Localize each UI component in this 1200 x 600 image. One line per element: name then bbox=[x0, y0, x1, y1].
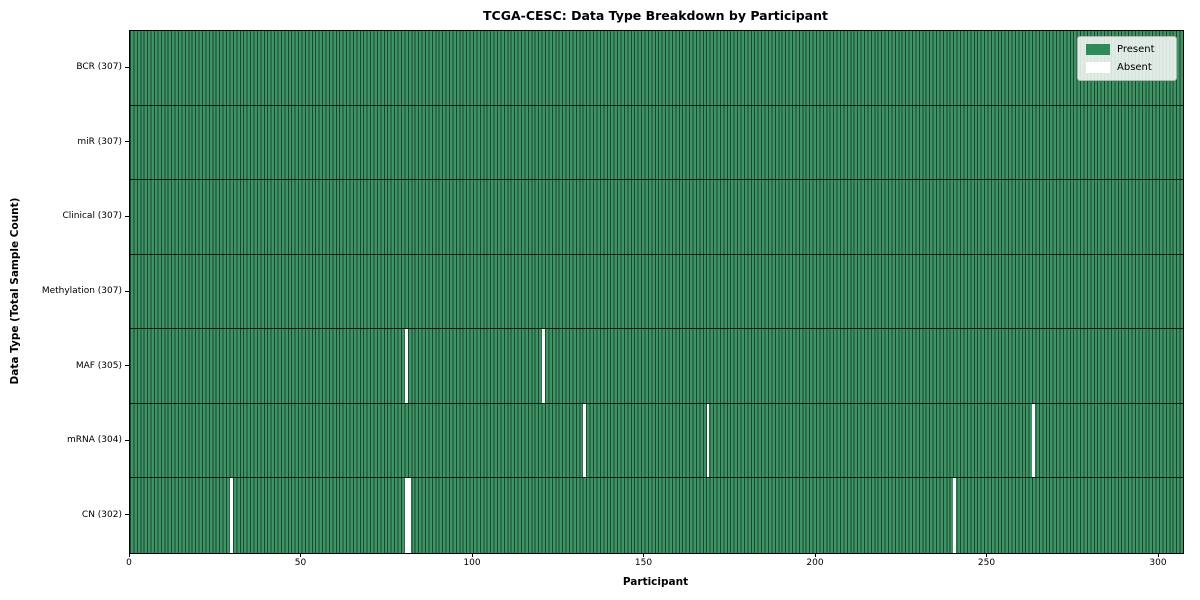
x-tick-mark bbox=[986, 553, 988, 557]
y-tick-mark bbox=[125, 290, 129, 292]
legend-absent-swatch bbox=[1086, 62, 1110, 73]
absent-cell bbox=[953, 478, 957, 553]
y-tick-label: Clinical (307) bbox=[62, 211, 122, 222]
y-tick-label: MAF (305) bbox=[75, 360, 122, 371]
legend-absent-label: Absent bbox=[1117, 62, 1152, 73]
heatmap-row-bcr bbox=[130, 31, 1183, 106]
x-tick-label: 200 bbox=[806, 558, 824, 568]
y-tick-label: Methylation (307) bbox=[41, 286, 122, 296]
x-tick-label: 50 bbox=[294, 558, 307, 568]
y-tick-label: mRNA (304) bbox=[67, 435, 122, 446]
x-tick-mark bbox=[643, 553, 645, 557]
absent-cell bbox=[229, 478, 233, 553]
y-tick-label: BCR (307) bbox=[76, 62, 122, 73]
heatmap-row-cn bbox=[130, 478, 1183, 553]
legend: Present Absent bbox=[1077, 36, 1177, 81]
absent-cell bbox=[404, 478, 408, 553]
absent-cell bbox=[706, 403, 710, 478]
absent-cell bbox=[404, 329, 408, 403]
y-tick-mark bbox=[125, 141, 129, 143]
y-tick-mark bbox=[125, 514, 129, 516]
x-tick-label: 250 bbox=[977, 558, 996, 568]
x-tick-mark bbox=[300, 553, 302, 557]
x-axis-title: Participant bbox=[622, 576, 689, 588]
x-tick-label: 0 bbox=[126, 558, 132, 568]
y-tick-label: miR (307) bbox=[77, 136, 122, 147]
absent-cell bbox=[408, 478, 411, 553]
heatmap-row-clinical bbox=[130, 180, 1183, 255]
absent-cell bbox=[1032, 403, 1036, 478]
heatmap-row-mrna bbox=[130, 403, 1183, 479]
y-tick-mark bbox=[125, 365, 129, 367]
x-tick-mark bbox=[1157, 553, 1159, 557]
legend-present-label: Present bbox=[1117, 44, 1155, 55]
y-tick-mark bbox=[125, 439, 129, 441]
x-tick-mark bbox=[814, 553, 816, 557]
chart-title: TCGA-CESC: Data Type Breakdown by Partic… bbox=[483, 8, 828, 23]
plot-area: Present Absent bbox=[129, 30, 1184, 554]
y-tick-mark bbox=[125, 215, 129, 217]
x-tick-label: 150 bbox=[634, 558, 653, 568]
legend-entry-absent: Absent bbox=[1086, 62, 1168, 73]
heatmap-row-maf bbox=[130, 329, 1183, 404]
legend-present-swatch bbox=[1086, 44, 1110, 55]
x-tick-mark bbox=[471, 553, 473, 557]
x-tick-label: 300 bbox=[1149, 558, 1167, 568]
y-tick-label: CN (302) bbox=[81, 509, 122, 520]
y-tick-mark bbox=[125, 66, 129, 68]
heatmap-row-methylation bbox=[130, 255, 1183, 330]
x-tick-label: 100 bbox=[463, 558, 481, 568]
legend-entry-present: Present bbox=[1086, 44, 1168, 55]
absent-cell bbox=[541, 329, 545, 403]
heatmap-row-mir bbox=[130, 106, 1183, 181]
absent-cell bbox=[583, 403, 586, 478]
x-tick-mark bbox=[129, 553, 130, 557]
